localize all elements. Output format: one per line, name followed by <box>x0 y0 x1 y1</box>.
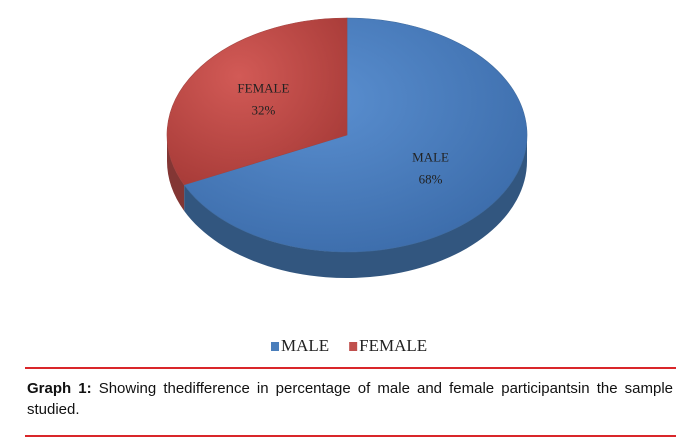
slice <box>183 17 528 253</box>
legend-label: MALE <box>281 336 329 355</box>
legend-label: FEMALE <box>359 336 427 355</box>
caption-rule <box>25 367 676 369</box>
slice-side <box>167 135 185 211</box>
data-label: 32% <box>251 103 275 118</box>
caption-rule <box>25 435 676 437</box>
caption-text: Showing thedifference in percentage of m… <box>27 380 673 418</box>
data-label-name: FEMALE <box>237 81 289 96</box>
legend-swatch <box>271 342 279 351</box>
slice-side <box>184 135 527 279</box>
slice <box>166 17 348 186</box>
data-label-name: MALE <box>412 149 449 164</box>
legend-swatch <box>349 342 358 351</box>
data-label: 68% <box>419 171 443 186</box>
caption: Graph 1: Showing thedifference in percen… <box>27 378 673 420</box>
chart: MALE 68% FEMALE 32% MALE FEMALE <box>166 17 528 355</box>
caption-label: Graph 1: <box>27 380 92 397</box>
